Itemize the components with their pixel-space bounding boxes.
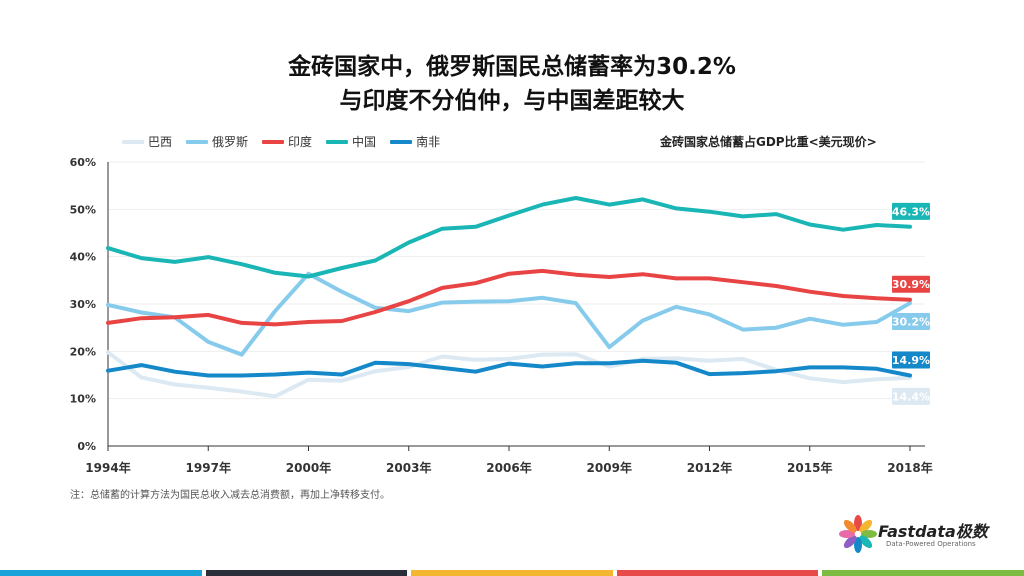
legend-label: 巴西 <box>148 135 173 149</box>
end-label: 30.2% <box>892 316 930 329</box>
pinwheel-logo-icon <box>839 515 877 553</box>
x-tick-label: 1994年 <box>85 460 130 475</box>
legend-item-china: 中国 <box>326 133 376 150</box>
bottom-bar-segment <box>0 570 202 576</box>
legend-label: 南非 <box>416 135 441 149</box>
series-line <box>106 271 912 357</box>
y-tick-label: 50% <box>70 203 96 216</box>
x-tick-label: 2006年 <box>486 460 531 475</box>
bottom-bar-segment <box>205 570 408 576</box>
legend-swatch <box>326 139 349 144</box>
bottom-bar-segment <box>616 570 819 576</box>
end-label: 30.9% <box>892 278 930 291</box>
legend-label: 俄罗斯 <box>212 135 249 149</box>
series-line <box>106 196 912 279</box>
logo-name: Fastdata极数 <box>878 522 988 541</box>
series-line <box>106 268 912 327</box>
legend-item-south-africa: 南非 <box>390 133 440 150</box>
legend-item-brazil: 巴西 <box>122 133 172 150</box>
y-tick-label: 30% <box>70 298 96 311</box>
x-tick-label: 2000年 <box>286 460 331 475</box>
legend-swatch <box>122 139 144 144</box>
chart-title-line1: 金砖国家中，俄罗斯国民总储蓄率为30.2% <box>288 54 736 80</box>
x-tick-label: 2015年 <box>787 460 832 475</box>
x-tick-label: 2003年 <box>386 460 431 475</box>
legend-swatch <box>186 139 209 144</box>
bottom-bar-segment <box>411 570 613 576</box>
legend-label: 中国 <box>352 135 377 149</box>
x-tick-label: 2009年 <box>587 460 632 475</box>
end-label-box <box>892 202 930 220</box>
series-line <box>106 358 912 378</box>
legend-swatch <box>262 139 285 144</box>
end-label: 46.3% <box>892 205 930 218</box>
end-label: 14.4% <box>892 390 930 403</box>
end-label-box <box>892 387 930 405</box>
end-label: 14.9% <box>892 354 930 367</box>
end-label-box <box>892 313 930 331</box>
logo-tagline: Data-Powered Operations <box>886 540 976 548</box>
y-tick-label: 60% <box>70 156 96 169</box>
end-label-box <box>892 275 930 293</box>
x-tick-label: 2012年 <box>687 460 732 475</box>
x-tick-label: 1997年 <box>186 460 231 475</box>
x-tick-label: 2018年 <box>887 460 932 475</box>
footnote: 注：总储蓄的计算方法为国民总收入减去总消费额，再加上净转移支付。 <box>70 490 390 501</box>
y-tick-label: 10% <box>70 393 96 406</box>
legend-swatch <box>390 139 413 144</box>
y-tick-label: 40% <box>70 251 96 264</box>
y-tick-label: 20% <box>70 345 96 358</box>
legend-item-india: 印度 <box>262 133 312 150</box>
y-tick-label: 0% <box>77 440 96 453</box>
chart-subtitle: 金砖国家总储蓄占GDP比重<美元现价> <box>660 135 877 149</box>
chart-title-line2: 与印度不分伯仲，与中国差距较大 <box>339 88 685 114</box>
legend-label: 印度 <box>288 135 313 149</box>
end-label-box <box>892 351 930 369</box>
logo: Fastdata极数 Data-Powered Operations <box>838 512 988 556</box>
bottom-color-bar <box>0 570 1024 576</box>
bottom-bar-segment <box>822 570 1024 576</box>
legend: 巴西 俄罗斯 印度 中国 南非 <box>122 133 454 150</box>
legend-item-russia: 俄罗斯 <box>186 133 248 150</box>
